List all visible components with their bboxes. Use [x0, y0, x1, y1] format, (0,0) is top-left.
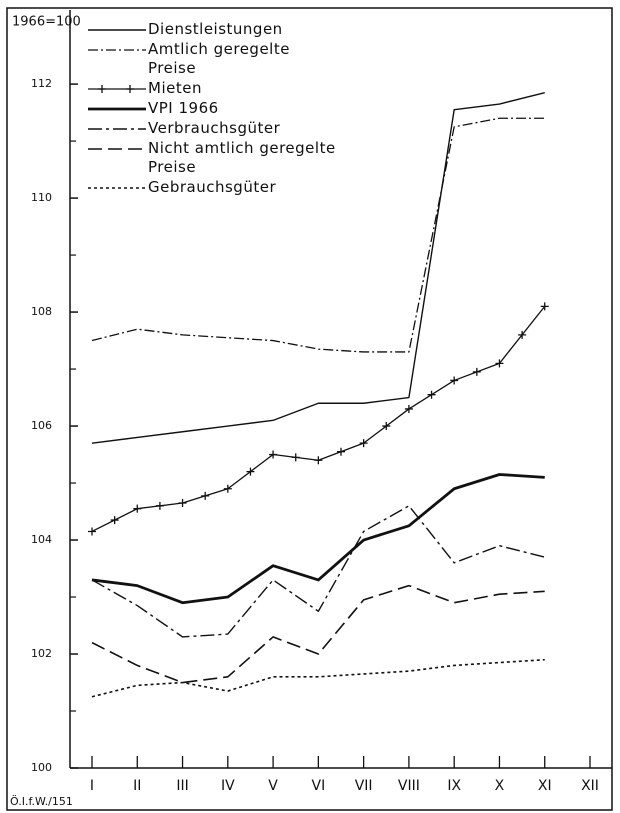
note: 1966=100	[12, 15, 81, 30]
legend-label: Nicht amtlich geregelte Preise	[148, 139, 336, 176]
y-tick-label: 104	[31, 533, 52, 546]
cross-marker	[88, 527, 96, 536]
legend-swatch	[88, 29, 146, 31]
x-tick-label: VIII	[398, 778, 420, 794]
y-tick-label: 108	[31, 305, 52, 318]
cross-marker	[314, 456, 323, 465]
legend-swatch	[88, 148, 146, 150]
cross-marker	[540, 302, 549, 311]
legend-item: Mieten	[86, 79, 338, 98]
legend-item: Amtlich geregelte Preise	[86, 40, 338, 78]
cross-decoration	[246, 467, 255, 476]
legend-cross	[126, 85, 134, 93]
legend-item: Dienstleistungen	[86, 20, 338, 39]
legend-swatch	[88, 85, 146, 93]
cross-marker	[359, 439, 368, 448]
legend-cross	[98, 85, 106, 93]
x-tick-label: X	[495, 778, 505, 794]
cross-marker	[450, 376, 459, 385]
series-line	[91, 117, 545, 353]
series-line	[91, 91, 545, 444]
source: Ö.I.f.W./151	[10, 795, 73, 808]
y-tick-label: 106	[31, 419, 52, 432]
y-tick-label: 112	[31, 77, 52, 90]
x-tick-label: VI	[312, 778, 326, 794]
x-tick-label: II	[133, 778, 141, 794]
y-tick-label: 110	[31, 191, 52, 204]
legend-swatch	[88, 107, 146, 111]
legend-item: VPI 1966	[86, 99, 338, 118]
x-tick-label: IX	[447, 778, 461, 794]
series-line	[91, 473, 545, 605]
cross-decoration	[155, 501, 164, 510]
x-tick-label: V	[268, 778, 278, 794]
legend-item: Verbrauchsgüter	[86, 119, 338, 138]
series-line	[91, 658, 545, 698]
legend: Dienstleistungen Amtlich geregelte Preise…	[86, 20, 338, 198]
cross-decoration	[337, 447, 345, 456]
x-tick-label: III	[176, 778, 188, 794]
cross-decoration	[518, 330, 527, 339]
y-tick-label: 100	[31, 761, 52, 774]
legend-item: Gebrauchsgüter	[86, 178, 338, 197]
series-line	[91, 505, 545, 638]
cross-decoration	[291, 453, 300, 462]
legend-label: Verbrauchsgüter	[148, 119, 281, 137]
cross-marker	[178, 498, 187, 507]
series-line	[91, 584, 545, 684]
legend-swatch	[88, 187, 146, 189]
cross-marker	[223, 484, 232, 493]
legend-label: VPI 1966	[148, 99, 219, 117]
cross-decoration	[427, 390, 436, 399]
x-tick-label: XII	[581, 778, 599, 794]
cross-decoration	[382, 422, 391, 431]
cross-marker	[133, 504, 142, 513]
x-tick-label: I	[90, 778, 94, 794]
legend-swatch	[88, 49, 146, 51]
x-tick-label: XI	[538, 778, 552, 794]
cross-decoration	[110, 516, 119, 525]
cross-decoration	[472, 367, 481, 376]
frame	[6, 7, 613, 811]
y-tick-label: 102	[31, 647, 52, 660]
legend-label: Amtlich geregelte Preise	[148, 40, 290, 77]
cross-decoration	[201, 491, 210, 500]
cross-marker	[404, 404, 413, 413]
legend-label: Gebrauchsgüter	[148, 178, 277, 196]
cross-marker	[495, 359, 504, 368]
legend-item: Nicht amtlich geregelte Preise	[86, 139, 338, 177]
legend-swatch	[88, 128, 146, 130]
x-tick-label: VII	[355, 778, 373, 794]
series-line	[91, 305, 546, 533]
legend-label: Mieten	[148, 79, 202, 97]
cross-marker	[269, 450, 278, 459]
x-tick-label: IV	[221, 778, 235, 794]
legend-label: Dienstleistungen	[148, 20, 283, 38]
